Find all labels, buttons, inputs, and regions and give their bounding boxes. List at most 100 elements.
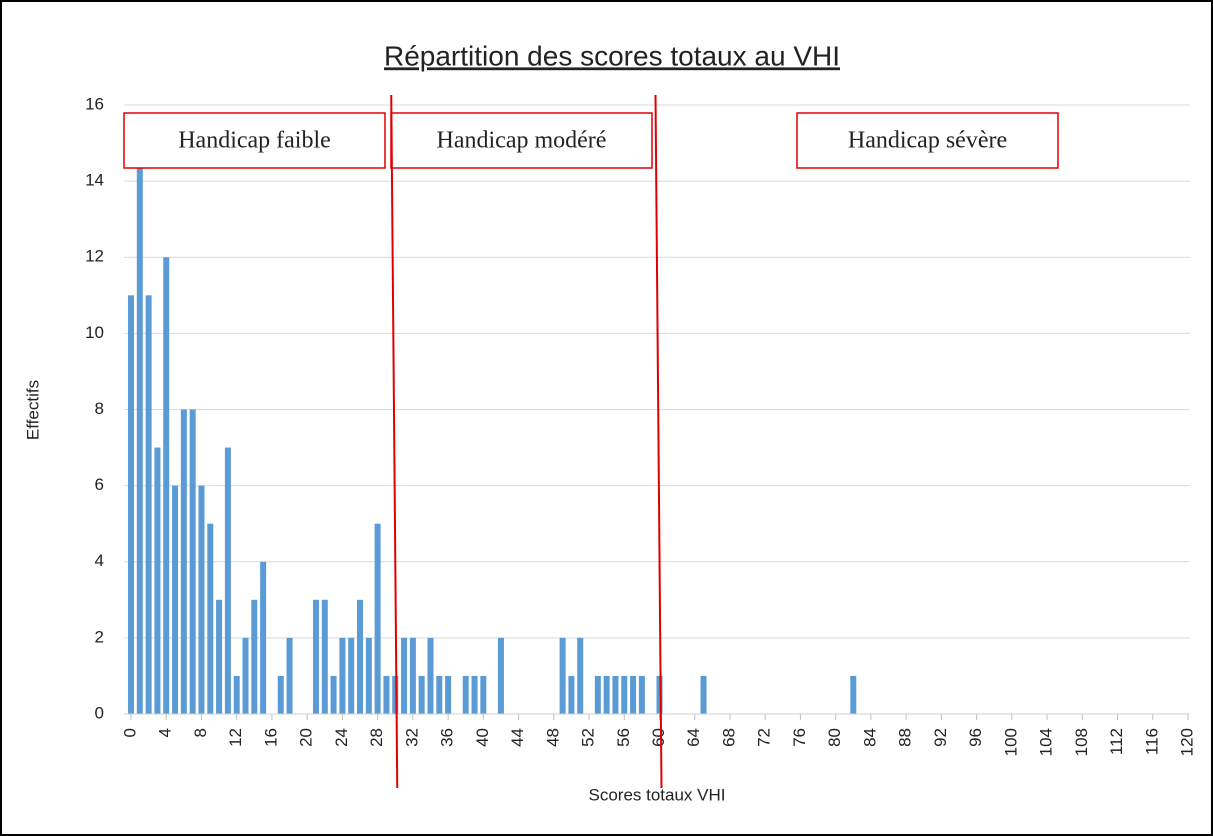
- x-tick-label: 64: [684, 728, 703, 747]
- x-tick-label: 20: [297, 728, 316, 747]
- bar: [128, 295, 134, 714]
- x-tick-label: 32: [402, 728, 421, 747]
- bar: [436, 675, 443, 714]
- x-tick-label: 100: [1001, 728, 1020, 756]
- threshold-line: [390, 94, 399, 789]
- bar: [260, 561, 267, 714]
- x-tick-label: 4: [156, 728, 175, 737]
- bar: [233, 675, 240, 714]
- x-tick-label: 40: [473, 728, 492, 747]
- bar: [383, 675, 390, 714]
- y-tick-label: 16: [85, 94, 104, 113]
- bar: [471, 675, 478, 714]
- annotation-box: [796, 112, 1059, 169]
- bar: [365, 637, 372, 714]
- x-tick-label: 108: [1072, 728, 1091, 756]
- x-tick-label: 84: [860, 728, 879, 747]
- bar: [180, 409, 187, 714]
- bar: [145, 295, 152, 714]
- x-tick-label: 72: [755, 728, 774, 747]
- bar: [339, 637, 346, 714]
- bar: [700, 675, 707, 714]
- x-tick-label: 0: [120, 728, 139, 737]
- x-tick-label: 36: [438, 728, 457, 747]
- bar: [568, 675, 575, 714]
- y-tick-label: 12: [85, 247, 104, 266]
- y-tick-label: 14: [85, 171, 104, 190]
- bar: [638, 675, 645, 714]
- bar: [189, 409, 196, 714]
- bar: [418, 675, 425, 714]
- x-tick-label: 68: [719, 728, 738, 747]
- x-tick-label: 52: [579, 728, 598, 747]
- y-axis-label: Effectifs: [23, 380, 42, 440]
- annotation-box: [123, 112, 386, 169]
- x-tick-label: 104: [1037, 728, 1056, 756]
- x-tick-label: 96: [966, 728, 985, 747]
- x-tick-label: 112: [1107, 728, 1126, 755]
- bar: [224, 447, 231, 714]
- bar: [357, 599, 364, 714]
- bar: [207, 523, 214, 714]
- annotation: Handicap modéré: [437, 128, 607, 154]
- x-tick-label: 24: [332, 728, 351, 747]
- y-tick-label: 2: [95, 627, 104, 646]
- bar: [401, 637, 408, 714]
- bar: [577, 637, 584, 714]
- x-tick-label: 88: [896, 728, 915, 747]
- x-tick-label: 56: [614, 728, 633, 747]
- x-tick-label: 44: [508, 728, 527, 747]
- bar: [621, 675, 628, 714]
- bar: [330, 675, 337, 714]
- bar: [216, 599, 223, 714]
- bar: [630, 675, 637, 714]
- threshold-line: [654, 94, 663, 789]
- bar: [445, 675, 452, 714]
- bar: [594, 675, 601, 714]
- bar: [198, 485, 205, 714]
- x-tick-label: 80: [825, 728, 844, 747]
- x-tick-label: 120: [1177, 728, 1196, 756]
- y-tick-label: 4: [95, 551, 104, 570]
- x-axis-label: Scores totaux VHI: [588, 785, 725, 804]
- bar: [559, 637, 566, 714]
- bar: [312, 599, 319, 714]
- bar: [136, 143, 143, 714]
- bar: [656, 675, 663, 714]
- bar: [163, 257, 170, 714]
- x-tick-label: 16: [261, 728, 280, 747]
- x-tick-label: 28: [367, 728, 386, 747]
- bar: [242, 637, 249, 714]
- bar: [392, 675, 399, 714]
- x-tick-label: 48: [543, 728, 562, 747]
- bar: [603, 675, 610, 714]
- x-tick-label: 92: [931, 728, 950, 747]
- bar: [251, 599, 258, 714]
- bar: [348, 637, 355, 714]
- bar: [374, 523, 381, 714]
- bar: [462, 675, 469, 714]
- annotation-box: [390, 112, 653, 169]
- y-tick-label: 0: [95, 703, 104, 722]
- annotation: Handicap sévère: [848, 128, 1007, 154]
- x-tick-label: 116: [1142, 728, 1161, 755]
- bar: [286, 637, 293, 714]
- bar: [321, 599, 328, 714]
- bar: [277, 675, 284, 714]
- x-tick-label: 76: [790, 728, 809, 747]
- bar: [850, 675, 857, 714]
- bar: [172, 485, 179, 714]
- annotation: Handicap faible: [178, 128, 331, 154]
- bar: [154, 447, 161, 714]
- bar: [409, 637, 416, 714]
- bar: [497, 637, 504, 714]
- bar: [427, 637, 434, 714]
- x-tick-label: 60: [649, 728, 668, 747]
- chart-title: Répartition des scores totaux au VHI: [384, 40, 840, 71]
- x-tick-label: 12: [226, 728, 245, 747]
- bar: [612, 675, 619, 714]
- y-tick-label: 8: [95, 399, 104, 418]
- y-tick-label: 10: [85, 323, 104, 342]
- bar: [480, 675, 487, 714]
